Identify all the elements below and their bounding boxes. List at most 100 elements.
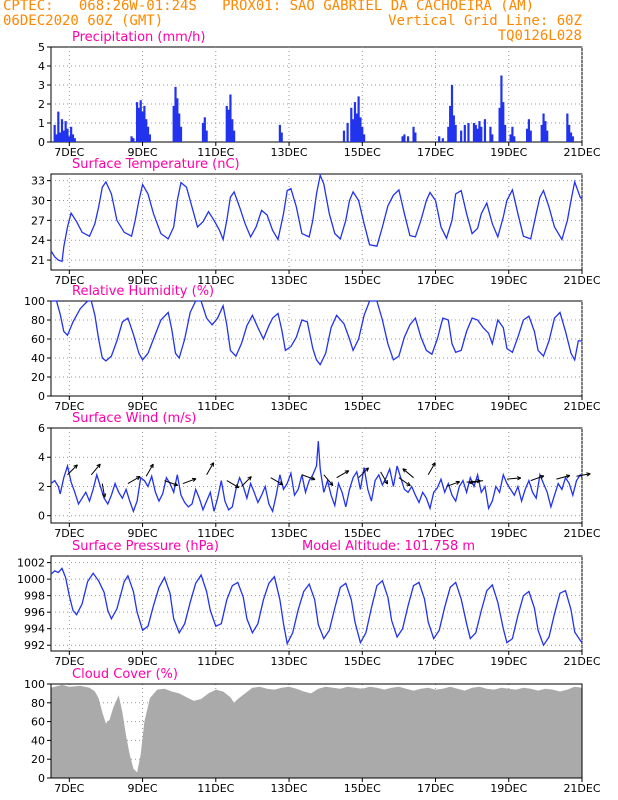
- precip-bar: [357, 96, 360, 142]
- header-run-time: 06DEC2020 60Z (GMT): [3, 13, 164, 29]
- wind-arrow: [358, 467, 369, 479]
- precip-bar: [529, 130, 532, 142]
- precip-bar: [172, 105, 175, 142]
- x-tick-label: 15DEC: [344, 782, 381, 795]
- y-tick-label: 4: [38, 451, 45, 464]
- series-line: [50, 567, 583, 647]
- wind-arrow: [380, 471, 389, 485]
- x-tick-label: 21DEC: [563, 274, 600, 287]
- precip-bar: [540, 124, 543, 142]
- y-tick-label: 20: [31, 753, 45, 766]
- y-tick-label: 3: [38, 79, 45, 92]
- panel-title: Surface Wind (m/s): [72, 411, 196, 426]
- series-line: [50, 441, 583, 514]
- x-tick-label: 13DEC: [270, 782, 307, 795]
- x-tick-label: 9DEC: [127, 274, 157, 287]
- x-tick-label: 21DEC: [563, 655, 600, 668]
- x-tick-label: 17DEC: [417, 400, 454, 413]
- panel-title: Precipitation (mm/h): [72, 30, 205, 45]
- wind-arrow-head: [328, 483, 334, 486]
- wind-arrow-head: [331, 481, 334, 486]
- precip-bar: [500, 75, 503, 142]
- wind-arrow-head: [280, 481, 284, 485]
- x-tick-label: 15DEC: [344, 655, 381, 668]
- precip-bar: [363, 134, 366, 142]
- precip-bar: [64, 121, 67, 142]
- x-tick-label: 17DEC: [417, 655, 454, 668]
- wind-arrow: [270, 477, 284, 486]
- x-tick-label: 17DEC: [417, 274, 454, 287]
- precip-bar: [139, 100, 142, 142]
- y-tick-label: 994: [24, 623, 45, 636]
- wind-arrow: [336, 470, 350, 479]
- x-tick-label: 17DEC: [417, 527, 454, 540]
- wind-arrow-head: [566, 475, 571, 479]
- precip-bar: [441, 138, 444, 142]
- x-tick-label: 17DEC: [417, 146, 454, 159]
- wind-arrow-head: [540, 475, 545, 480]
- y-tick-label: 1002: [17, 557, 45, 570]
- y-tick-label: 0: [38, 390, 45, 403]
- x-tick-label: 13DEC: [270, 655, 307, 668]
- precip-bar: [225, 105, 228, 142]
- precip-bar: [498, 107, 501, 142]
- x-tick-label: 19DEC: [490, 527, 527, 540]
- x-tick-label: 7DEC: [54, 146, 84, 159]
- panel-frame: [50, 46, 583, 143]
- wind-arrow: [182, 478, 197, 485]
- precip-bar: [454, 124, 457, 142]
- precip-bar: [146, 126, 150, 142]
- wind-arrow-head: [174, 482, 179, 486]
- x-tick-label: 11DEC: [197, 274, 234, 287]
- precip-bar: [480, 126, 483, 142]
- y-tick-label: 80: [31, 314, 45, 327]
- x-tick-label: 11DEC: [197, 400, 234, 413]
- wind-arrow-head: [402, 468, 405, 473]
- header-grid-line-note: Vertical Grid Line: 60Z: [388, 13, 582, 29]
- precip-bar: [527, 119, 530, 142]
- wind-arrow-head: [102, 493, 106, 498]
- wind-arrow-head: [407, 482, 411, 486]
- x-tick-label: 13DEC: [270, 274, 307, 287]
- precip-bar: [205, 130, 208, 142]
- wind-arrow: [226, 480, 240, 489]
- y-tick-label: 1000: [17, 573, 45, 586]
- wind-arrow-head: [516, 476, 522, 479]
- precip-bar: [361, 126, 364, 142]
- x-tick-label: 15DEC: [344, 274, 381, 287]
- series-line: [50, 173, 583, 263]
- wind-arrow: [427, 462, 436, 476]
- header-model-code: TQ0126L028: [497, 28, 582, 44]
- precip-bar: [141, 111, 144, 142]
- wind-arrow-head: [210, 462, 214, 466]
- x-tick-label: 11DEC: [197, 655, 234, 668]
- precip-bar: [143, 105, 146, 142]
- x-tick-label: 21DEC: [563, 400, 600, 413]
- precip-bar: [569, 132, 573, 142]
- panel-title: Surface Temperature (nC): [72, 157, 240, 172]
- wind-arrow-head: [75, 464, 78, 469]
- precip-bar: [489, 126, 492, 142]
- x-tick-label: 15DEC: [344, 146, 381, 159]
- wind-arrow-head: [192, 478, 197, 482]
- y-tick-label: 60: [31, 333, 45, 346]
- precip-bar: [342, 130, 346, 142]
- wind-arrow-head: [96, 463, 101, 467]
- precip-bar: [132, 138, 135, 142]
- panel-title: Surface Pressure (hPa): [72, 539, 219, 554]
- y-tick-label: 60: [31, 716, 45, 729]
- precip-bar: [148, 134, 151, 142]
- y-tick-label: 1: [38, 117, 45, 130]
- wind-arrow-head: [104, 493, 107, 498]
- wind-arrow: [90, 463, 101, 476]
- precip-bar: [511, 126, 514, 142]
- cloud-area: [51, 684, 582, 778]
- y-tick-label: 24: [31, 234, 45, 247]
- wind-arrow: [506, 477, 521, 480]
- precip-bar: [450, 85, 454, 142]
- wind-arrow: [323, 474, 334, 486]
- wind-arrow-head: [586, 473, 591, 477]
- x-tick-label: 9DEC: [127, 655, 157, 668]
- y-tick-label: 80: [31, 697, 45, 710]
